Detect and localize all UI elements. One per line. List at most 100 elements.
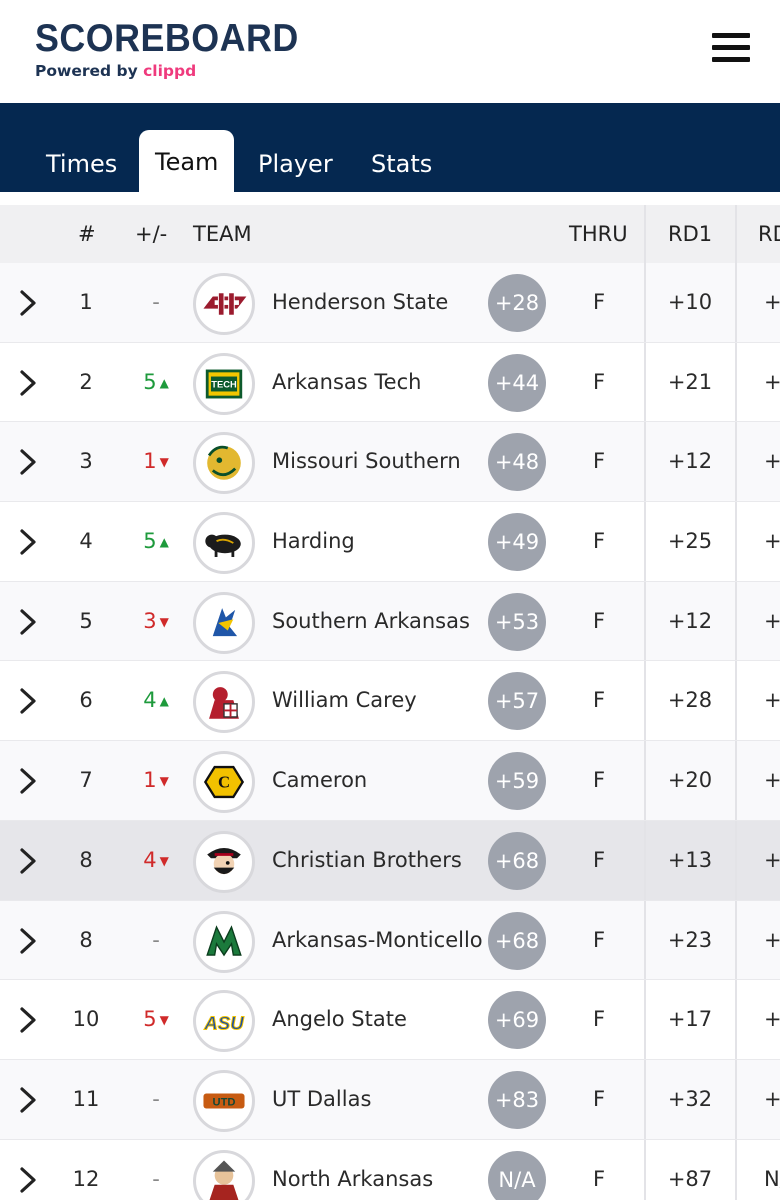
table-row[interactable]: 1 - Henderson State +28 F +10 + xyxy=(0,263,780,343)
header-rank[interactable]: # xyxy=(78,222,96,246)
team-name[interactable]: Angelo State xyxy=(272,1007,407,1032)
table-row[interactable]: 2 5▲ TECH Arkansas Tech +44 F +21 +1 xyxy=(0,342,780,423)
expand-chevron-icon[interactable] xyxy=(18,687,38,715)
svg-text:ASU: ASU xyxy=(203,1013,244,1034)
tab-stats[interactable]: Stats xyxy=(371,150,433,178)
tab-team[interactable]: Team xyxy=(139,130,234,192)
table-row[interactable]: 6 4▲ William Carey +57 F +28 +1 xyxy=(0,661,780,742)
thru-value: F xyxy=(592,529,606,554)
arrow-up-icon: ▲ xyxy=(159,535,169,550)
position-change: 5 ▼ xyxy=(143,1007,169,1032)
total-score-badge: +69 xyxy=(488,991,546,1050)
team-name[interactable]: Christian Brothers xyxy=(272,847,462,872)
angelo-state-logo: ASU xyxy=(193,990,255,1053)
position-change: - xyxy=(152,1166,160,1191)
total-score-badge: +53 xyxy=(488,592,546,651)
expand-chevron-icon[interactable] xyxy=(18,369,38,397)
header-rd2[interactable]: RD xyxy=(758,222,780,246)
tab-player[interactable]: Player xyxy=(258,150,333,178)
team-name[interactable]: UT Dallas xyxy=(272,1086,372,1111)
round2-score: + xyxy=(764,608,780,633)
svg-text:C: C xyxy=(218,773,230,792)
position-change: - xyxy=(152,1086,160,1111)
round2-score: + xyxy=(764,290,780,314)
svg-text:TECH: TECH xyxy=(211,379,237,389)
round1-score: +13 xyxy=(667,847,713,872)
team-rank: 12 xyxy=(72,1166,100,1191)
expand-chevron-icon[interactable] xyxy=(18,448,38,476)
hamburger-menu-icon[interactable] xyxy=(712,33,750,65)
expand-chevron-icon[interactable] xyxy=(18,927,38,955)
header-thru[interactable]: THRU xyxy=(569,222,628,246)
position-change: 3 ▼ xyxy=(143,608,169,633)
team-rank: 4 xyxy=(79,529,93,554)
team-name[interactable]: Arkansas Tech xyxy=(272,369,422,394)
expand-chevron-icon[interactable] xyxy=(18,847,38,875)
expand-chevron-icon[interactable] xyxy=(18,608,38,636)
total-score-badge: N/A xyxy=(488,1150,546,1200)
tab-times[interactable]: Times xyxy=(46,150,118,178)
team-rank: 3 xyxy=(79,449,93,474)
total-score-badge: +44 xyxy=(488,353,546,412)
round2-score: +1 xyxy=(764,369,780,394)
team-name[interactable]: Henderson State xyxy=(272,290,449,314)
table-row[interactable]: 10 5▼ ASU Angelo State +69 F +17 +1 xyxy=(0,980,780,1060)
team-name[interactable]: Harding xyxy=(272,529,355,554)
total-score-badge: +48 xyxy=(488,433,546,492)
team-name[interactable]: Arkansas-Monticello xyxy=(272,927,483,952)
round1-score: +87 xyxy=(667,1166,713,1191)
total-score-badge: +83 xyxy=(488,1070,546,1129)
expand-chevron-icon[interactable] xyxy=(18,1166,38,1194)
thru-value: F xyxy=(592,1086,606,1111)
thru-value: F xyxy=(592,290,606,314)
total-score-badge: +49 xyxy=(488,513,546,572)
round2-score: +1 xyxy=(764,768,780,793)
round2-score: +1 xyxy=(764,847,780,872)
team-rank: 6 xyxy=(79,688,93,713)
header-team[interactable]: TEAM xyxy=(193,222,252,246)
position-change: - xyxy=(152,290,160,314)
table-row[interactable]: 8 4▼ Christian Brothers +68 F +13 +1 xyxy=(0,820,780,901)
table-row[interactable]: 11 - UTD UT Dallas +83 F +32 +1 xyxy=(0,1059,780,1140)
expand-chevron-icon[interactable] xyxy=(18,767,38,795)
scoreboard-logo[interactable]: SCOREBOARD Powered by clippd xyxy=(35,17,322,80)
team-rank: 7 xyxy=(79,768,93,793)
team-name[interactable]: Southern Arkansas xyxy=(272,608,470,633)
round2-score: +1 xyxy=(764,1007,780,1032)
expand-chevron-icon[interactable] xyxy=(18,289,38,317)
total-score-badge: +68 xyxy=(488,911,546,970)
north-arkansas-logo xyxy=(193,1149,255,1200)
table-row[interactable]: 5 3 ▼ Southern Arkansas +53 F +12 + xyxy=(0,581,780,662)
table-row[interactable]: 7 1▼ C Cameron +59 F +20 +1 xyxy=(0,741,780,821)
team-name[interactable]: William Carey xyxy=(272,688,417,713)
position-change: 4 ▼ xyxy=(143,847,169,872)
team-name[interactable]: North Arkansas xyxy=(272,1166,434,1191)
arrow-down-icon: ▼ xyxy=(159,774,169,789)
arkansas-monticello-logo xyxy=(193,910,255,973)
arrow-down-icon: ▼ xyxy=(159,853,169,868)
arrow-down-icon: ▼ xyxy=(159,455,169,470)
table-row[interactable]: 12 - North Arkansas N/A F +87 N/ xyxy=(0,1139,780,1200)
expand-chevron-icon[interactable] xyxy=(18,1086,38,1114)
harding-logo xyxy=(193,512,255,575)
svg-text:UTD: UTD xyxy=(213,1097,236,1109)
southern-arkansas-logo xyxy=(193,591,255,654)
team-name[interactable]: Cameron xyxy=(272,768,368,793)
arrow-down-icon: ▼ xyxy=(159,1013,169,1028)
expand-chevron-icon[interactable] xyxy=(18,1006,38,1034)
header-move[interactable]: +/- xyxy=(135,222,168,246)
header-rd1[interactable]: RD1 xyxy=(668,222,713,246)
round2-score: N/ xyxy=(764,1166,780,1191)
expand-chevron-icon[interactable] xyxy=(18,528,38,556)
table-row[interactable]: 3 1▼ Missouri Southern +48 F +12 +1 xyxy=(0,422,780,503)
team-name[interactable]: Missouri Southern xyxy=(272,449,461,474)
missouri-southern-logo xyxy=(193,432,255,495)
arrow-down-icon: ▼ xyxy=(159,614,169,629)
thru-value: F xyxy=(592,847,606,872)
cameron-logo: C xyxy=(193,751,255,814)
thru-value: F xyxy=(592,688,606,713)
table-row[interactable]: 4 5▲ Harding +49 F +25 +1 xyxy=(0,502,780,582)
table-row[interactable]: 8 - Arkansas-Monticello+68 F +23 +2 xyxy=(0,900,780,981)
round2-score: +1 xyxy=(764,688,780,713)
thru-value: F xyxy=(592,369,606,394)
